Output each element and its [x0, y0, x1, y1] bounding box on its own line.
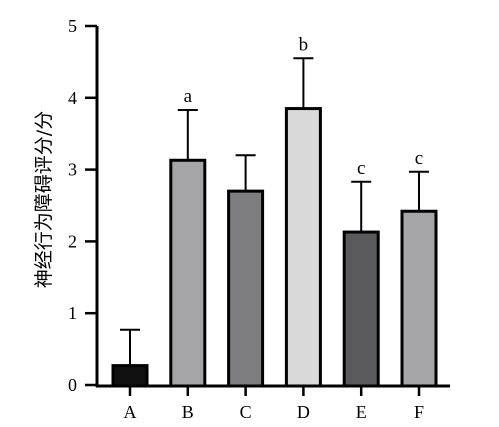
y-tick-label-4: 4 [68, 88, 77, 108]
significance-label-B: a [184, 86, 193, 107]
x-tick-label-F: F [414, 402, 424, 422]
x-tick-label-B: B [182, 402, 194, 422]
y-tick-label-0: 0 [68, 375, 77, 395]
bar-F [400, 209, 438, 388]
error-bars [120, 57, 429, 366]
significance-labels: a b c c [184, 34, 424, 178]
x-tick-label-D: D [297, 402, 310, 422]
y-tick-label-5: 5 [68, 16, 77, 36]
bar-C [227, 189, 265, 388]
bar-E [342, 230, 380, 388]
bar-D [284, 107, 322, 388]
y-tick-label-1: 1 [68, 303, 77, 323]
y-tick-label-2: 2 [68, 231, 77, 251]
y-axis-label: 神经行为障碍评分/分 [33, 111, 55, 288]
y-tick-label-3: 3 [68, 160, 77, 180]
bars [111, 107, 438, 388]
x-axis: A B C D E F [96, 384, 450, 422]
x-tick-label-C: C [240, 402, 252, 422]
bar-B [169, 158, 207, 388]
bar-A [111, 364, 149, 388]
x-tick-label-E: E [356, 402, 367, 422]
significance-label-E: c [357, 158, 365, 179]
significance-label-D: b [299, 34, 309, 55]
significance-label-F: c [415, 148, 423, 169]
y-axis: 0 1 2 3 4 5 [68, 16, 99, 395]
x-tick-label-A: A [124, 402, 137, 422]
